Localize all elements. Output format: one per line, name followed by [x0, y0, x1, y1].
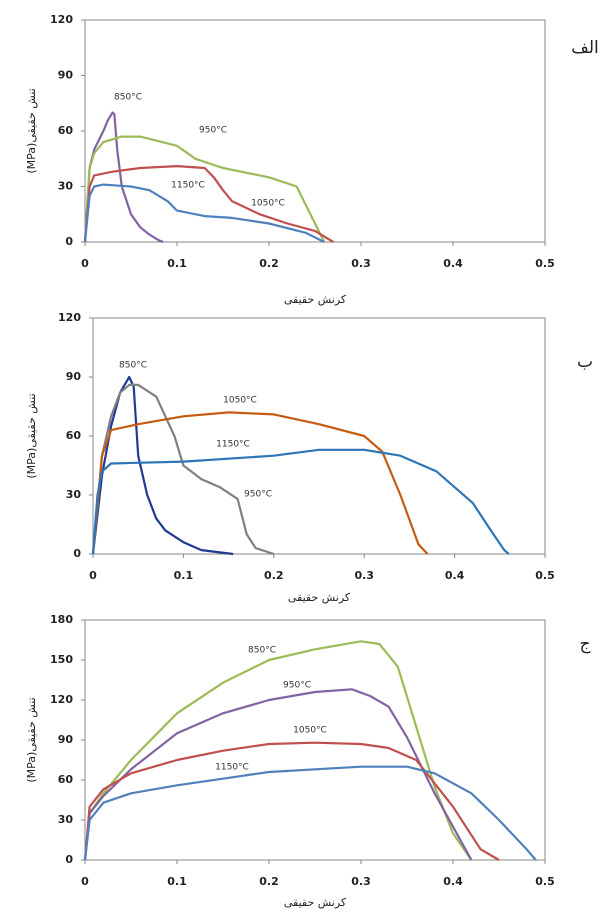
plot-frame: [92, 317, 546, 555]
series-line: [83, 688, 473, 861]
x-tick-label: 0.2: [264, 569, 284, 582]
y-axis-label: تنش حقیقی(MPa): [25, 88, 38, 173]
series-line: [83, 765, 537, 861]
y-tick-label: 90: [58, 69, 74, 82]
series-line: [91, 383, 275, 556]
y-tick-label: 120: [50, 693, 73, 706]
y-tick-label: 30: [58, 180, 74, 193]
series-label: 850°C: [119, 361, 147, 371]
series-label: 950°C: [199, 126, 227, 136]
series-label: 1150°C: [171, 181, 205, 191]
y-axis-label: تنش حقیقی(MPa): [25, 697, 38, 782]
series-label: 850°C: [248, 646, 276, 656]
y-tick-label: 30: [58, 813, 74, 826]
plot-frame: [84, 619, 546, 861]
plot-frame: [84, 19, 546, 243]
series-label: 1050°C: [251, 199, 285, 209]
x-axis-label: کرنش حقیقی: [284, 896, 347, 909]
series-label: 1150°C: [216, 440, 250, 450]
x-tick-label: 0.2: [259, 875, 279, 888]
series-label: 950°C: [283, 681, 311, 691]
x-axis-label: کرنش حقیقی: [284, 293, 347, 306]
panel-label: ج: [580, 634, 591, 654]
x-tick-label: 0: [81, 257, 89, 270]
x-tick-label: 0.5: [535, 875, 555, 888]
series-line: [83, 741, 500, 861]
x-tick-label: 0.1: [167, 875, 187, 888]
x-tick-label: 0.2: [259, 257, 279, 270]
x-axis-label: کرنش حقیقی: [288, 591, 351, 604]
y-tick-label: 180: [50, 613, 73, 626]
series-label: 850°C: [114, 93, 142, 103]
y-axis-label: تنش حقیقی(MPa): [25, 393, 38, 478]
y-tick-label: 60: [58, 124, 74, 137]
x-tick-label: 0.5: [535, 569, 555, 582]
series-line: [83, 183, 325, 243]
y-tick-label: 120: [58, 311, 81, 324]
x-tick-label: 0.4: [443, 257, 463, 270]
x-tick-label: 0: [89, 569, 97, 582]
y-tick-label: 120: [50, 13, 73, 26]
y-tick-label: 60: [66, 429, 82, 442]
x-tick-label: 0: [81, 875, 89, 888]
x-tick-label: 0.1: [174, 569, 194, 582]
panel-label: ب: [577, 352, 593, 372]
series-line: [91, 375, 234, 556]
panel-label: الف: [571, 38, 599, 58]
series-label: 1150°C: [215, 763, 249, 773]
y-tick-label: 0: [65, 235, 73, 248]
series-line: [83, 135, 326, 243]
series-label: 950°C: [244, 490, 272, 500]
x-tick-label: 0.3: [351, 875, 371, 888]
x-tick-label: 0.4: [443, 875, 463, 888]
x-tick-label: 0.1: [167, 257, 187, 270]
series-line: [83, 640, 473, 861]
y-tick-label: 60: [58, 773, 74, 786]
series-line: [83, 111, 164, 244]
series-label: 1050°C: [293, 726, 327, 736]
y-tick-label: 0: [65, 853, 73, 866]
x-tick-label: 0.3: [351, 257, 371, 270]
series-label: 1050°C: [223, 396, 257, 406]
y-tick-label: 30: [66, 488, 82, 501]
series-line: [83, 165, 334, 243]
x-tick-label: 0.3: [354, 569, 374, 582]
y-tick-label: 0: [73, 547, 81, 560]
y-tick-label: 90: [66, 370, 82, 383]
series-line: [91, 448, 510, 555]
x-tick-label: 0.5: [535, 257, 555, 270]
series-line: [91, 411, 429, 555]
x-tick-label: 0.4: [445, 569, 465, 582]
y-tick-label: 90: [58, 733, 74, 746]
y-tick-label: 150: [50, 653, 73, 666]
